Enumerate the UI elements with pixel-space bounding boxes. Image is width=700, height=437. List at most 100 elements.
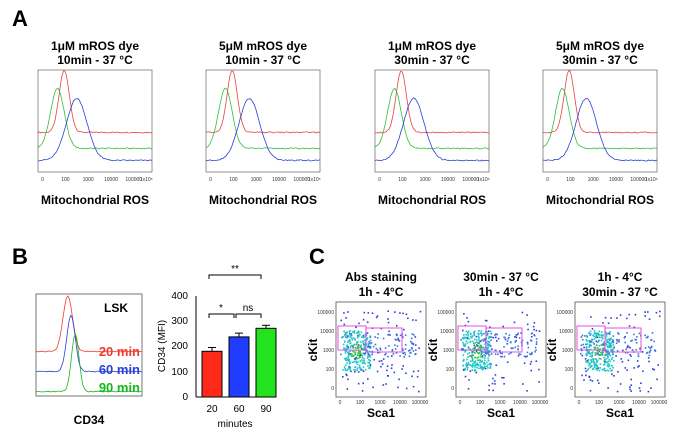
- density-point: [483, 359, 486, 362]
- density-point: [593, 333, 596, 335]
- panel-b-bar-chart: 0 100 200 300 400 CD34 (MFI) minutes 20 6…: [157, 264, 277, 430]
- density-point: [630, 390, 632, 392]
- density-point: [387, 334, 389, 336]
- density-point: [474, 342, 477, 344]
- density-point: [481, 339, 483, 341]
- density-point: [380, 365, 382, 368]
- density-point: [588, 364, 590, 367]
- density-point: [628, 313, 631, 316]
- density-point: [367, 378, 369, 380]
- density-point: [348, 330, 351, 333]
- density-point: [598, 330, 601, 333]
- density-point: [469, 360, 472, 362]
- density-point: [627, 351, 629, 354]
- density-point: [473, 334, 476, 336]
- density-point: [629, 346, 631, 349]
- density-point: [641, 351, 644, 353]
- density-point: [609, 343, 612, 345]
- density-point: [472, 359, 474, 361]
- red-curve: [543, 70, 658, 134]
- density-point: [394, 311, 396, 313]
- density-point: [480, 330, 483, 332]
- density-point: [362, 340, 364, 343]
- density-point: [605, 333, 608, 335]
- density-point: [607, 369, 610, 372]
- density-point: [343, 330, 345, 333]
- density-point: [616, 390, 619, 393]
- density-point: [584, 367, 587, 370]
- density-point: [350, 370, 352, 373]
- density-point: [396, 325, 398, 327]
- density-point: [595, 340, 598, 343]
- density-point: [488, 343, 491, 346]
- density-point: [350, 337, 353, 339]
- density-point: [581, 338, 584, 341]
- density-point: [414, 344, 417, 346]
- density-point: [368, 354, 371, 357]
- density-point: [365, 368, 367, 371]
- density-point: [630, 355, 632, 357]
- density-point: [480, 332, 482, 334]
- density-point: [359, 354, 361, 357]
- density-point: [350, 333, 353, 335]
- density-point: [379, 347, 381, 350]
- density-point: [488, 350, 491, 352]
- density-point: [407, 317, 409, 320]
- density-point: [477, 342, 479, 344]
- density-point: [638, 332, 641, 335]
- x-tick-label: 1000: [494, 400, 505, 406]
- density-point: [651, 345, 653, 348]
- density-point: [502, 377, 505, 379]
- density-point: [344, 341, 346, 343]
- density-point: [367, 362, 369, 364]
- tick-label: 0: [209, 177, 212, 183]
- density-point: [403, 328, 405, 331]
- density-point: [362, 352, 365, 355]
- density-point: [489, 365, 492, 367]
- density-point: [474, 361, 476, 363]
- y-tick-label: 10000: [559, 329, 573, 335]
- plot-title-line2: 1h - 4°C: [479, 285, 524, 299]
- density-point: [348, 358, 350, 361]
- density-point: [464, 343, 467, 345]
- density-point: [415, 319, 417, 322]
- density-point: [598, 336, 601, 338]
- density-point: [375, 347, 378, 350]
- density-point: [517, 348, 519, 350]
- density-point: [598, 354, 600, 356]
- density-point: [484, 357, 486, 359]
- density-point: [517, 354, 520, 357]
- density-point: [467, 356, 469, 358]
- density-point: [376, 337, 379, 339]
- density-point: [612, 366, 614, 369]
- density-point: [356, 336, 359, 339]
- density-point: [342, 376, 344, 378]
- bracket-20-90: [208, 274, 262, 279]
- density-point: [409, 340, 412, 343]
- histogram-title-line2: 30min - 37 °C: [394, 53, 470, 67]
- density-point: [634, 338, 636, 341]
- density-point: [487, 352, 489, 354]
- density-point: [346, 368, 349, 371]
- plot-frame: [574, 301, 666, 398]
- density-point: [492, 336, 495, 339]
- density-point: [359, 341, 362, 343]
- density-point: [359, 334, 361, 336]
- density-point: [527, 328, 529, 331]
- density-point: [350, 334, 352, 336]
- density-point: [349, 332, 351, 335]
- density-point: [387, 321, 390, 324]
- density-point: [596, 369, 599, 371]
- density-point: [395, 333, 398, 336]
- density-point: [472, 347, 475, 350]
- histogram-xlabel: Mitochondrial ROS: [209, 193, 317, 207]
- density-point: [594, 332, 596, 334]
- density-point: [387, 375, 389, 377]
- density-point: [463, 313, 465, 315]
- density-point: [605, 358, 608, 360]
- density-point: [490, 336, 493, 338]
- density-point: [342, 335, 345, 338]
- density-point: [608, 352, 610, 355]
- density-point: [382, 358, 385, 360]
- density-point: [480, 353, 482, 356]
